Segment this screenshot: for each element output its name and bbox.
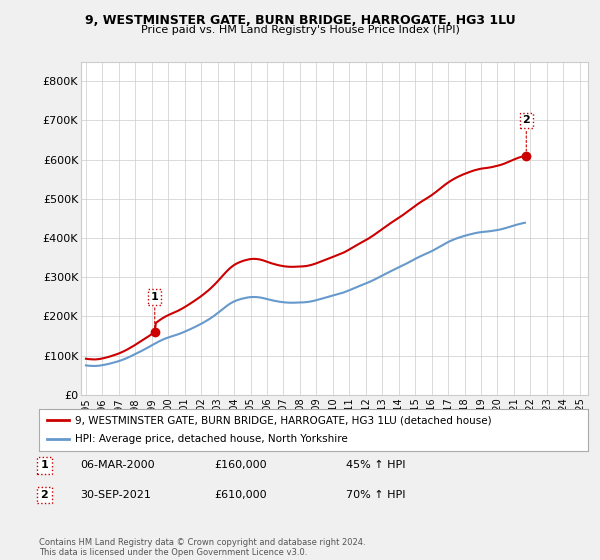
Text: 70% ↑ HPI: 70% ↑ HPI	[346, 490, 406, 500]
Text: 06-MAR-2000: 06-MAR-2000	[80, 460, 155, 470]
Text: 9, WESTMINSTER GATE, BURN BRIDGE, HARROGATE, HG3 1LU (detached house): 9, WESTMINSTER GATE, BURN BRIDGE, HARROG…	[74, 415, 491, 425]
Text: 30-SEP-2021: 30-SEP-2021	[80, 490, 151, 500]
Text: 2: 2	[523, 115, 530, 151]
Text: Price paid vs. HM Land Registry's House Price Index (HPI): Price paid vs. HM Land Registry's House …	[140, 25, 460, 35]
Text: £610,000: £610,000	[215, 490, 268, 500]
Text: 45% ↑ HPI: 45% ↑ HPI	[346, 460, 406, 470]
Text: 9, WESTMINSTER GATE, BURN BRIDGE, HARROGATE, HG3 1LU: 9, WESTMINSTER GATE, BURN BRIDGE, HARROG…	[85, 14, 515, 27]
Text: 1: 1	[151, 292, 158, 328]
Text: £160,000: £160,000	[215, 460, 268, 470]
Text: Contains HM Land Registry data © Crown copyright and database right 2024.
This d: Contains HM Land Registry data © Crown c…	[39, 538, 365, 557]
Text: 1: 1	[41, 460, 49, 470]
Text: HPI: Average price, detached house, North Yorkshire: HPI: Average price, detached house, Nort…	[74, 435, 347, 445]
Text: 2: 2	[41, 490, 49, 500]
